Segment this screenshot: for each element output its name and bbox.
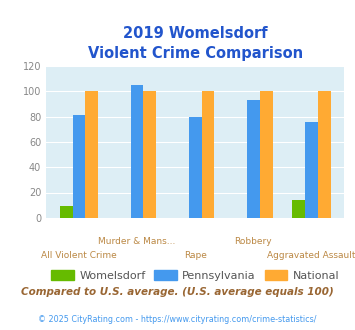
Text: Robbery: Robbery [235, 237, 272, 246]
Bar [131, 85, 143, 218]
Bar [305, 122, 318, 218]
Bar [143, 91, 156, 218]
Bar [260, 91, 273, 218]
Text: All Violent Crime: All Violent Crime [41, 251, 117, 260]
Legend: Womelsdorf, Pennsylvania, National: Womelsdorf, Pennsylvania, National [47, 266, 344, 285]
Bar [60, 207, 72, 218]
Bar [318, 91, 331, 218]
Bar [293, 200, 305, 218]
Text: © 2025 CityRating.com - https://www.cityrating.com/crime-statistics/: © 2025 CityRating.com - https://www.city… [38, 315, 317, 324]
Bar [247, 100, 260, 218]
Bar [202, 91, 214, 218]
Text: Rape: Rape [184, 251, 207, 260]
Bar [72, 115, 85, 218]
Title: 2019 Womelsdorf
Violent Crime Comparison: 2019 Womelsdorf Violent Crime Comparison [88, 26, 303, 61]
Text: Compared to U.S. average. (U.S. average equals 100): Compared to U.S. average. (U.S. average … [21, 287, 334, 297]
Text: Aggravated Assault: Aggravated Assault [267, 251, 355, 260]
Bar [85, 91, 98, 218]
Text: Murder & Mans...: Murder & Mans... [98, 237, 176, 246]
Bar [189, 116, 202, 218]
